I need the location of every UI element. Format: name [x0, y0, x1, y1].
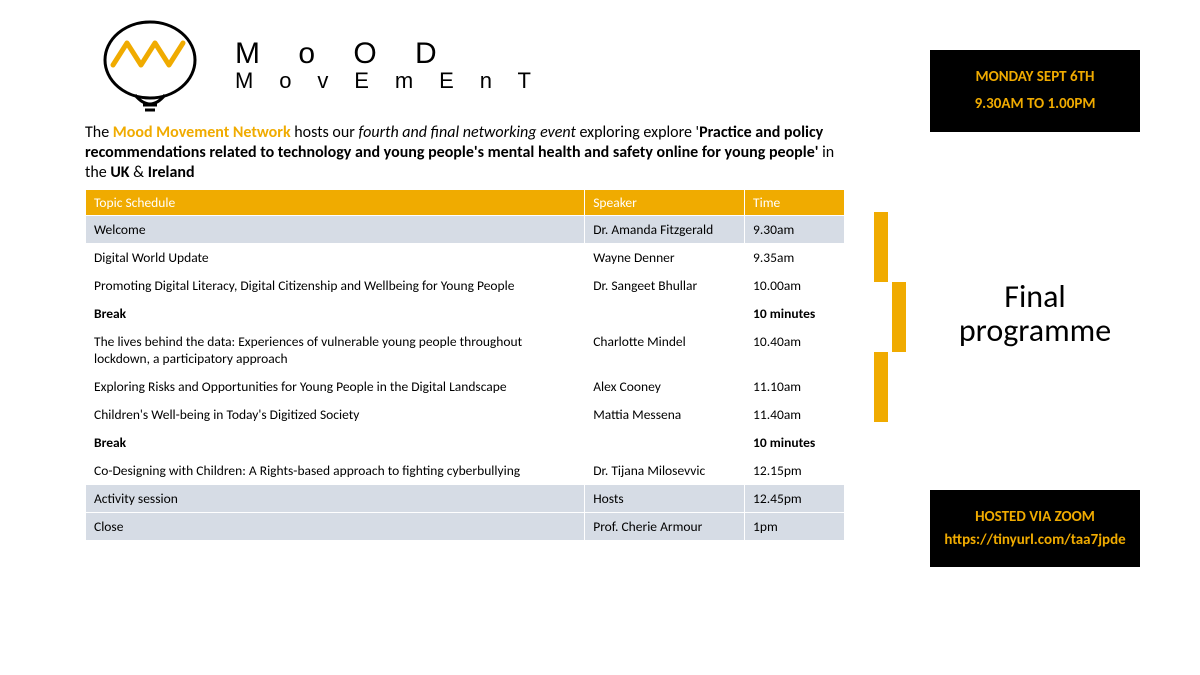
cell-time: 1pm [745, 513, 845, 541]
table-header-row: Topic Schedule Speaker Time [86, 190, 845, 216]
final-programme-heading: Final programme [920, 280, 1150, 347]
cell-speaker: Dr. Amanda Fitzgerald [585, 216, 745, 244]
intro-ital: fourth and final networking event [358, 123, 575, 142]
cell-time: 11.10am [745, 373, 845, 401]
intro-paragraph: The Mood Movement Network hosts our four… [85, 123, 845, 183]
logo-row: M o O D M o v E m E n T [85, 15, 845, 115]
table-row: Promoting Digital Literacy, Digital Citi… [86, 272, 845, 300]
cell-time: 10 minutes [745, 300, 845, 328]
cell-speaker: Wayne Denner [585, 244, 745, 272]
cell-speaker [585, 429, 745, 457]
cell-speaker: Charlotte Mindel [585, 328, 745, 373]
col-header-topic: Topic Schedule [86, 190, 585, 216]
intro-ire: Ireland [148, 163, 195, 182]
cell-speaker: Dr. Tijana Milosevvic [585, 457, 745, 485]
intro-mid2: exploring explore ' [576, 123, 699, 142]
intro-prefix: The [85, 123, 113, 142]
cell-speaker: Dr. Sangeet Bhullar [585, 272, 745, 300]
cell-time: 10.00am [745, 272, 845, 300]
final-line2: programme [920, 314, 1150, 348]
table-row: Activity sessionHosts12.45pm [86, 485, 845, 513]
cell-speaker: Alex Cooney [585, 373, 745, 401]
intro-org: Mood Movement Network [113, 123, 291, 142]
cell-topic: Digital World Update [86, 244, 585, 272]
cell-time: 10 minutes [745, 429, 845, 457]
cell-speaker: Hosts [585, 485, 745, 513]
cell-time: 11.40am [745, 401, 845, 429]
cell-time: 9.35am [745, 244, 845, 272]
table-row: CloseProf. Cherie Armour1pm [86, 513, 845, 541]
cell-topic: Exploring Risks and Opportunities for Yo… [86, 373, 585, 401]
cell-speaker: Prof. Cherie Armour [585, 513, 745, 541]
cell-topic: Close [86, 513, 585, 541]
table-row: Break 10 minutes [86, 429, 845, 457]
date-time-box: MONDAY SEPT 6TH 9.30AM TO 1.00PM [930, 50, 1140, 132]
cell-time: 9.30am [745, 216, 845, 244]
intro-uk: UK [110, 163, 129, 182]
bulb-logo-icon [85, 15, 215, 115]
table-row: WelcomeDr. Amanda Fitzgerald9.30am [86, 216, 845, 244]
table-row: Break 10 minutes [86, 300, 845, 328]
brand-line2: M o v E m E n T [235, 69, 541, 92]
cell-time: 10.40am [745, 328, 845, 373]
zoom-link[interactable]: https://tinyurl.com/taa7jpde [940, 529, 1130, 552]
final-line1: Final [920, 280, 1150, 314]
cell-time: 12.15pm [745, 457, 845, 485]
table-row: Digital World UpdateWayne Denner9.35am [86, 244, 845, 272]
brand-line1: M o O D [235, 38, 541, 70]
zoom-hosted: HOSTED VIA ZOOM [940, 506, 1130, 529]
table-row: Children's Well-being in Today's Digitiz… [86, 401, 845, 429]
cell-topic: Promoting Digital Literacy, Digital Citi… [86, 272, 585, 300]
brand-wordmark: M o O D M o v E m E n T [235, 38, 541, 93]
cell-topic: Activity session [86, 485, 585, 513]
table-row: Co-Designing with Children: A Rights-bas… [86, 457, 845, 485]
cell-topic: Welcome [86, 216, 585, 244]
cell-topic: The lives behind the data: Experiences o… [86, 328, 585, 373]
cell-speaker: Mattia Messena [585, 401, 745, 429]
schedule-table: Topic Schedule Speaker Time WelcomeDr. A… [85, 189, 845, 541]
intro-amp: & [130, 163, 148, 182]
cell-topic: Co-Designing with Children: A Rights-bas… [86, 457, 585, 485]
col-header-speaker: Speaker [585, 190, 745, 216]
table-row: Exploring Risks and Opportunities for Yo… [86, 373, 845, 401]
table-row: The lives behind the data: Experiences o… [86, 328, 845, 373]
intro-mid1: hosts our [291, 123, 359, 142]
accent-bar-icon [874, 352, 888, 422]
cell-topic: Children's Well-being in Today's Digitiz… [86, 401, 585, 429]
accent-bar-icon [874, 212, 888, 282]
accent-bar-icon [892, 282, 906, 352]
time-line: 9.30AM TO 1.00PM [938, 91, 1132, 118]
col-header-time: Time [745, 190, 845, 216]
cell-topic: Break [86, 429, 585, 457]
cell-time: 12.45pm [745, 485, 845, 513]
cell-topic: Break [86, 300, 585, 328]
cell-speaker [585, 300, 745, 328]
zoom-box: HOSTED VIA ZOOM https://tinyurl.com/taa7… [930, 490, 1140, 567]
date-line: MONDAY SEPT 6TH [938, 64, 1132, 91]
